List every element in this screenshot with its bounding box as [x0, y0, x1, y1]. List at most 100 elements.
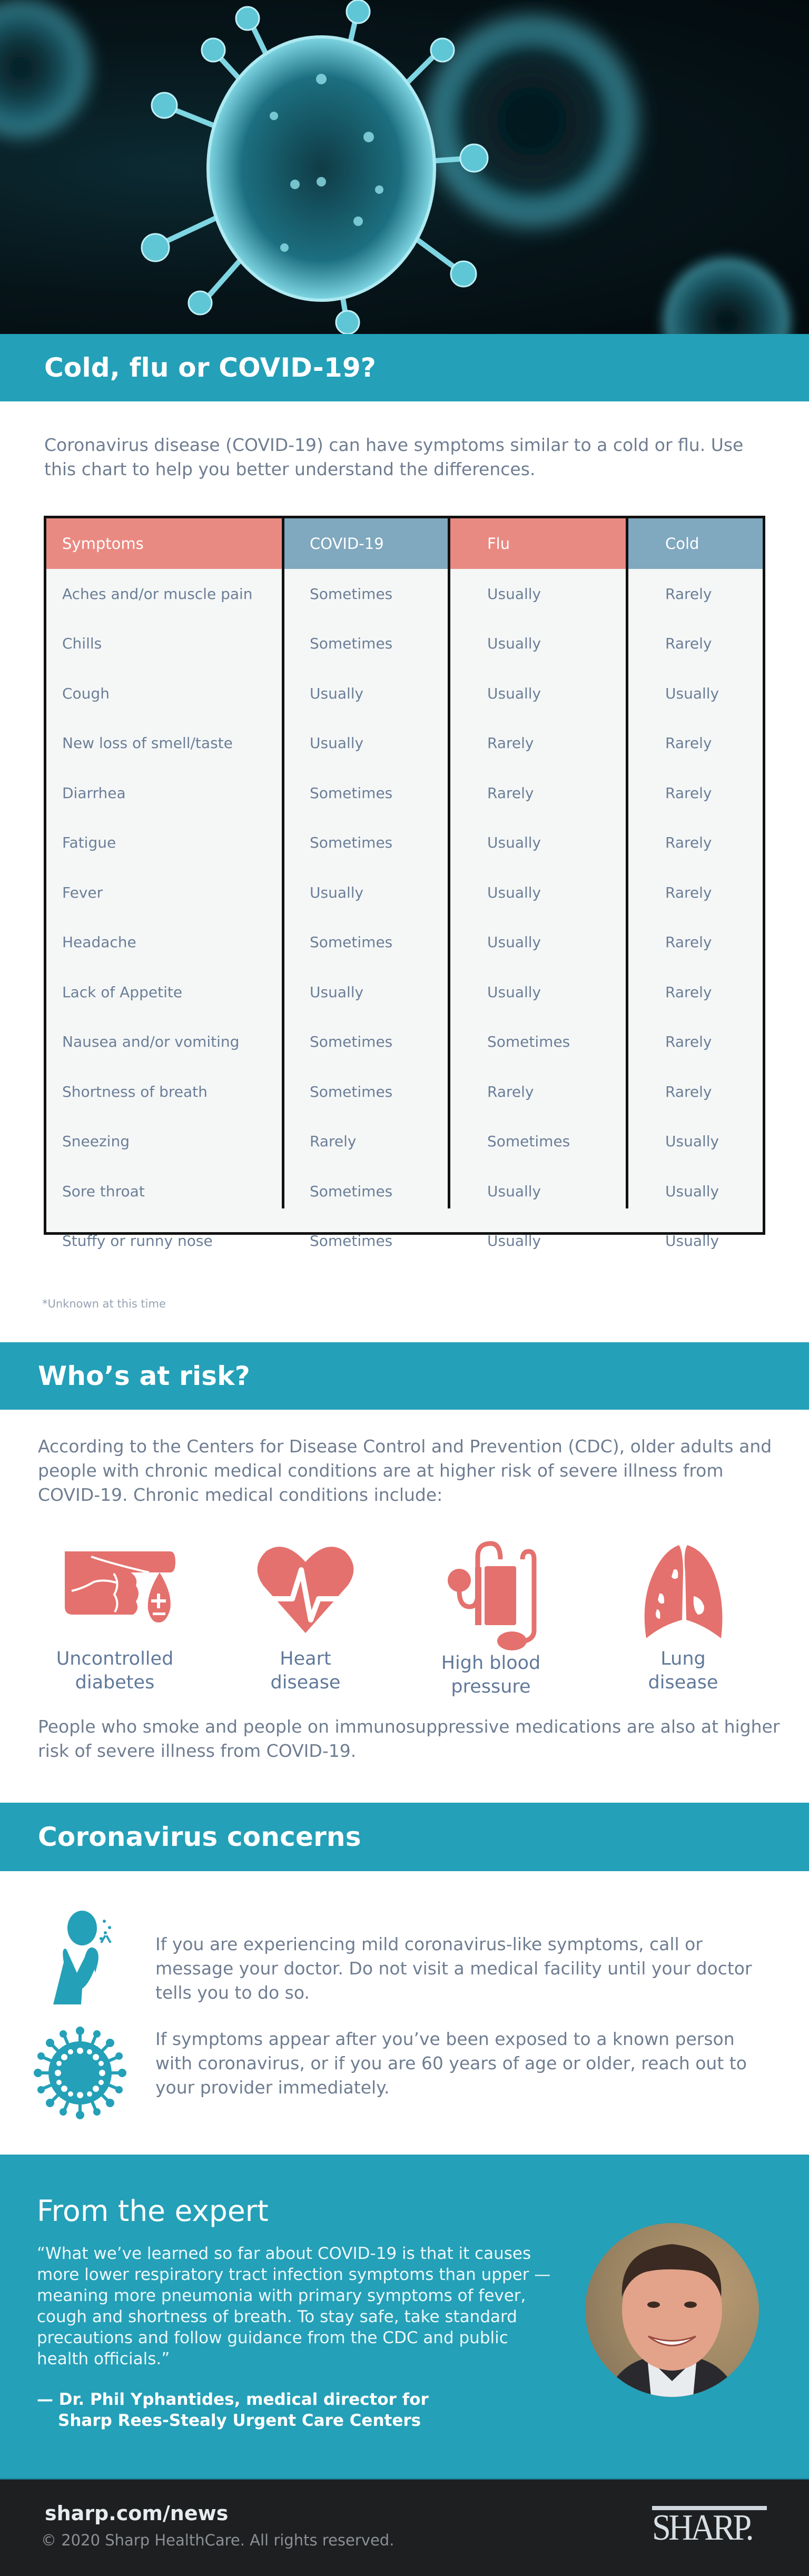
cold-cell: Rarely: [665, 1083, 712, 1100]
section-title: Coronavirus concerns: [38, 1822, 361, 1852]
section-title: Who’s at risk?: [38, 1361, 250, 1391]
condition-high-blood-pressure: High blood pressure: [412, 1541, 570, 1699]
risk-intro-paragraph: According to the Centers for Disease Con…: [38, 1436, 772, 1505]
concern-item-exposure: If symptoms appear after you’ve been exp…: [155, 2029, 747, 2098]
cold-cell: Rarely: [665, 734, 712, 752]
expert-portrait-photo: [585, 2223, 759, 2397]
condition-uncontrolled-diabetes: Uncontrolled diabetes: [36, 1541, 194, 1699]
flu-cell: Sometimes: [487, 1033, 570, 1051]
attribution-line2: Sharp Rees-Stealy Urgent Care Centers: [58, 2411, 421, 2430]
symptom-cell: Lack of Appetite: [62, 983, 183, 1001]
cold-cell: Rarely: [665, 883, 712, 901]
blood-pressure-cuff-icon: [448, 1541, 537, 1650]
condition-heart-disease: Heart disease: [226, 1541, 384, 1699]
table-row: Fever Usually Usually Rarely: [46, 868, 763, 918]
cold-cell: Rarely: [665, 933, 712, 951]
flu-cell: Usually: [487, 585, 541, 603]
covid-cell: Sometimes: [310, 1182, 393, 1200]
table-row: Chills Sometimes Usually Rarely: [46, 619, 763, 669]
section-band-coronavirus-concerns: Coronavirus concerns: [0, 1803, 809, 1871]
table-row: Lack of Appetite Usually Usually Rarely: [46, 967, 763, 1017]
covid-cell: Sometimes: [310, 933, 393, 951]
risk-outro-paragraph: People who smoke and people on immunosup…: [38, 1716, 780, 1761]
covid-cell: Sometimes: [310, 784, 393, 802]
flu-cell: Sometimes: [487, 1133, 570, 1151]
column-header-symptoms: Symptoms: [46, 518, 282, 569]
condition-label-line1: Lung: [660, 1648, 706, 1669]
condition-lung-disease: Lung disease: [604, 1541, 762, 1699]
covid-cell: Rarely: [310, 1133, 357, 1151]
footer-copyright: © 2020 Sharp HealthCare. All rights rese…: [41, 2531, 394, 2549]
coughing-person-icon: [51, 1910, 124, 2004]
table-row: Diarrhea Sometimes Rarely Rarely: [46, 768, 763, 818]
sharp-logo: SHARP.: [652, 2506, 768, 2547]
symptom-cell: Shortness of breath: [62, 1083, 208, 1100]
table-row: Headache Sometimes Usually Rarely: [46, 918, 763, 968]
table-footnote: *Unknown at this time: [42, 1297, 166, 1310]
section-title: Cold, flu or COVID-19?: [44, 352, 377, 383]
table-row: New loss of smell/taste Usually Rarely Rare…: [46, 719, 763, 769]
cold-cell: Rarely: [665, 834, 712, 852]
flu-cell: Usually: [487, 684, 541, 702]
lungs-icon: [644, 1545, 723, 1638]
covid-cell: Sometimes: [310, 834, 393, 852]
flu-cell: Usually: [487, 933, 541, 951]
flu-cell: Usually: [487, 1232, 541, 1250]
expert-attribution: — Dr. Phil Yphantides, medical director …: [37, 2389, 553, 2431]
covid-cell: Sometimes: [310, 585, 393, 603]
column-header-covid19: COVID-19: [284, 518, 448, 569]
cold-cell: Usually: [665, 1182, 719, 1200]
column-divider: [282, 518, 284, 1208]
attribution-line1: — Dr. Phil Yphantides, medical director …: [37, 2390, 429, 2409]
condition-label-line1: Heart: [280, 1648, 331, 1669]
symptom-cell: Nausea and/or vomiting: [62, 1033, 240, 1051]
table-row: Cough Usually Usually Usually: [46, 668, 763, 719]
table-row: Shortness of breath Sometimes Rarely Rarely: [46, 1067, 763, 1117]
hero-virus-image: [0, 0, 809, 334]
expert-quote: “What we’ve learned so far about COVID-1…: [37, 2244, 551, 2368]
footer-site-link[interactable]: sharp.com/news: [45, 2502, 229, 2525]
symptom-cell: New loss of smell/taste: [62, 734, 233, 752]
flu-cell: Usually: [487, 883, 541, 901]
expert-title: From the expert: [37, 2194, 269, 2228]
flu-cell: Rarely: [487, 784, 534, 802]
condition-label-line1: High blood: [441, 1653, 541, 1674]
covid-cell: Sometimes: [310, 1033, 393, 1051]
symptom-cell: Fever: [62, 883, 103, 901]
logo-bar: [652, 2506, 767, 2510]
covid-cell: Sometimes: [310, 1083, 393, 1100]
flu-cell: Usually: [487, 983, 541, 1001]
expert-section: From the expert “What we’ve learned so f…: [0, 2155, 809, 2479]
cold-cell: Rarely: [665, 585, 712, 603]
covid-cell: Usually: [310, 883, 364, 901]
column-header-flu: Flu: [450, 518, 626, 569]
table-row: Nausea and/or vomiting Sometimes Sometimes…: [46, 1017, 763, 1067]
covid-cell: Sometimes: [310, 635, 393, 653]
column-divider: [626, 518, 628, 1208]
cold-cell: Rarely: [665, 784, 712, 802]
symptom-cell: Sneezing: [62, 1133, 130, 1151]
concern-item-mild-symptoms: If you are experiencing mild coronavirus…: [155, 1934, 752, 2003]
covid-cell: Usually: [310, 684, 364, 702]
table-row: Fatigue Sometimes Usually Rarely: [46, 818, 763, 868]
covid-cell: Usually: [310, 983, 364, 1001]
condition-label-line2: disease: [648, 1672, 718, 1693]
section-band-cold-flu-covid: Cold, flu or COVID-19?: [0, 334, 809, 401]
symptom-cell: Fatigue: [62, 834, 116, 852]
symptom-cell: Aches and/or muscle pain: [62, 585, 253, 603]
table-row: Aches and/or muscle pain Sometimes Usually…: [46, 569, 763, 619]
cold-cell: Usually: [665, 684, 719, 702]
table-row: Stuffy or runny nose Sometimes Usually Usua…: [46, 1216, 763, 1266]
symptom-cell: Stuffy or runny nose: [62, 1232, 213, 1250]
flu-cell: Usually: [487, 834, 541, 852]
flu-cell: Usually: [487, 635, 541, 653]
symptom-cell: Cough: [62, 684, 110, 702]
condition-label-line2: pressure: [451, 1676, 531, 1697]
symptom-cell: Headache: [62, 933, 136, 951]
condition-label-line2: diabetes: [75, 1672, 155, 1693]
footer: sharp.com/news © 2020 Sharp HealthCare. …: [0, 2479, 809, 2576]
column-header-cold: Cold: [628, 518, 763, 569]
flu-cell: Rarely: [487, 734, 534, 752]
table-row: Sore throat Sometimes Usually Usually: [46, 1166, 763, 1216]
flu-cell: Usually: [487, 1182, 541, 1200]
